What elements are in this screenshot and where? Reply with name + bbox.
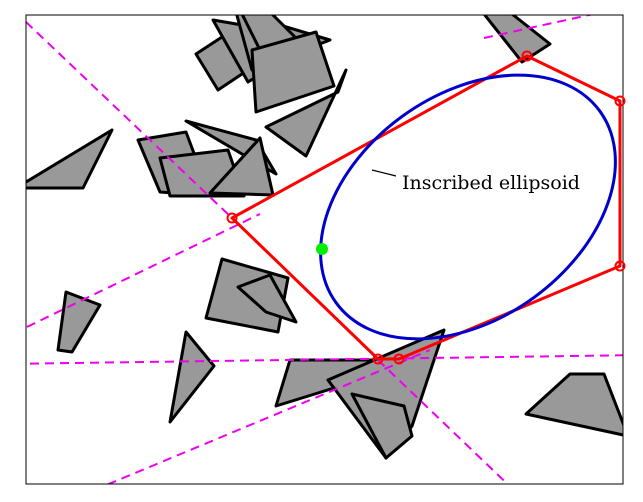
obstacle [236,273,298,324]
obstacle [26,128,114,190]
obstacle [326,328,446,460]
annotation-label: Inscribed ellipsoid [402,172,580,194]
plot-frame [25,14,624,485]
vertex-marker [372,353,384,365]
seed-point [316,243,328,255]
obstacle [350,392,414,460]
vertex-marker [226,212,238,224]
hyperplane-line [26,21,233,219]
annotation-leader [371,169,397,177]
obstacle [250,30,336,114]
convex-region [230,54,622,361]
vertex-marker [521,50,533,62]
vertex-marker [614,95,626,107]
obstacle [482,15,552,64]
vertex-marker [393,353,405,365]
obstacles [26,15,623,460]
obstacle [264,68,348,158]
hyperplane-line [26,213,261,329]
hyperplane-line [26,354,623,365]
obstacle [208,136,275,197]
obstacle [56,290,102,354]
hyperplane-line [106,349,431,484]
obstacle [524,372,623,437]
separating-hyperplanes [26,15,623,484]
hyperplane-line [483,15,594,39]
region-vertices [226,50,626,365]
obstacle [168,330,216,424]
vertex-marker [614,260,626,272]
hyperplane-line [377,359,509,484]
inscribed-ellipse [319,73,617,341]
